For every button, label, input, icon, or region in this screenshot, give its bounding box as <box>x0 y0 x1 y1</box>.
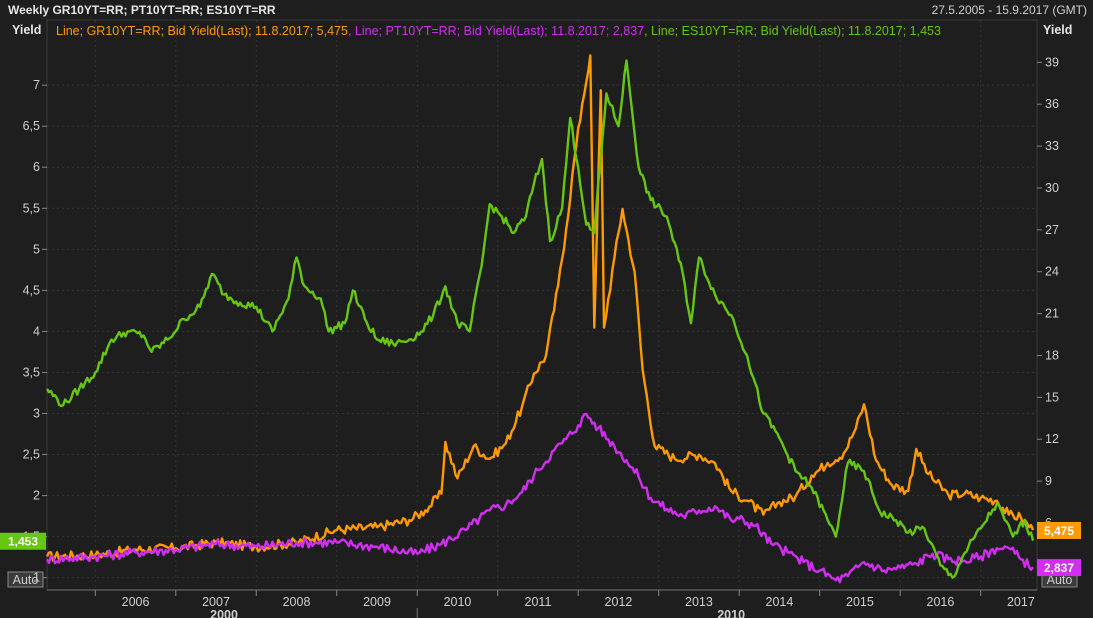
series-layer <box>45 54 1035 584</box>
x-axis-year-label: 2012 <box>605 595 633 609</box>
left-axis-tick-label: 4,5 <box>23 283 40 297</box>
right-axis-tick-label: 27 <box>1045 223 1059 237</box>
auto-button-label: Auto <box>13 573 39 587</box>
x-axis-year-label: 2008 <box>283 595 311 609</box>
right-axis-tick-label: 15 <box>1045 390 1059 404</box>
auto-button-label: Auto <box>1047 573 1073 587</box>
x-axis-year-label: 2013 <box>685 595 713 609</box>
last-value-tag <box>1037 521 1081 539</box>
auto-button-frame <box>7 571 44 588</box>
left-axis-tick-label: 5 <box>33 242 40 256</box>
x-axis-year-label: 2011 <box>525 595 552 609</box>
legend-entry[interactable]: , Line; ES10YT=RR; Bid Yield(Last); 11.8… <box>644 24 941 38</box>
last-value-tag <box>1037 559 1081 577</box>
last-value-label: 1,453 <box>8 535 38 549</box>
left-axis-tick-label: 6,5 <box>23 119 40 133</box>
left-axis-tick-label: 5,5 <box>23 201 40 215</box>
auto-scale-button-left[interactable]: Auto <box>7 571 44 588</box>
axes: Auto Auto <box>7 19 1078 618</box>
gridlines <box>47 20 1037 590</box>
right-axis-tick-label: 24 <box>1045 265 1059 279</box>
x-axis-year-label: 2009 <box>363 595 391 609</box>
legend-text: Line; GR10YT=RR; Bid Yield(Last); 11.8.2… <box>56 24 941 38</box>
right-axis-tick-label: 21 <box>1045 307 1059 321</box>
x-axis-year-label: 2016 <box>927 595 955 609</box>
right-axis-tick-label: 33 <box>1045 139 1059 153</box>
chart-header-date-range: 27.5.2005 - 15.9.2017 (GMT) <box>931 3 1087 17</box>
right-axis-tick-label: 39 <box>1045 55 1059 69</box>
series-line[interactable] <box>45 412 1034 584</box>
series-line[interactable] <box>45 54 1035 562</box>
left-axis-tick-label: 3 <box>33 407 40 421</box>
right-axis-tick-label: 36 <box>1045 97 1059 111</box>
x-axis-year-label: 2015 <box>846 595 874 609</box>
left-axis-tick-label: 2,5 <box>23 448 40 462</box>
x-axis-decade-label: 2000 <box>210 608 238 618</box>
left-axis-tick-label: 4 <box>33 324 40 338</box>
plot-frame <box>46 19 1038 591</box>
left-axis-tick-label: 6 <box>33 160 40 174</box>
right-axis-label: Yield <box>1043 23 1072 37</box>
right-axis-tick-label: 12 <box>1045 432 1059 446</box>
last-value-tag <box>0 532 46 550</box>
left-axis-tick-label: 3,5 <box>23 365 40 379</box>
last-value-label: 5,475 <box>1044 524 1074 538</box>
right-axis-tick-label: 30 <box>1045 181 1059 195</box>
legend-entry[interactable]: Line; GR10YT=RR; Bid Yield(Last); 11.8.2… <box>56 24 348 38</box>
legend: Line; GR10YT=RR; Bid Yield(Last); 11.8.2… <box>56 24 941 38</box>
x-axis-decade-label: 2010 <box>717 608 745 618</box>
x-axis-year-label: 2006 <box>122 595 150 609</box>
legend-entry[interactable]: , Line; PT10YT=RR; Bid Yield(Last); 11.8… <box>348 24 644 38</box>
x-axis-year-label: 2017 <box>1007 595 1035 609</box>
x-axis-year-label: 2014 <box>766 595 794 609</box>
left-axis-tick-label: 7 <box>33 78 40 92</box>
left-axis-tick-label: 2 <box>33 489 40 503</box>
x-axis-year-label: 2010 <box>444 595 472 609</box>
left-axis-label: Yield <box>12 23 41 37</box>
chart-header-title: Weekly GR10YT=RR; PT10YT=RR; ES10YT=RR <box>8 3 276 17</box>
series-line[interactable] <box>45 59 1035 579</box>
x-axis-year-label: 2007 <box>202 595 230 609</box>
last-value-label: 2,837 <box>1044 561 1074 575</box>
right-axis-tick-label: 9 <box>1045 474 1052 488</box>
right-axis-tick-label: 18 <box>1045 348 1059 362</box>
left-axis-tick-label: 1 <box>33 571 40 585</box>
axis-labels: 11,522,533,544,555,566,57369121518212427… <box>0 23 1081 618</box>
